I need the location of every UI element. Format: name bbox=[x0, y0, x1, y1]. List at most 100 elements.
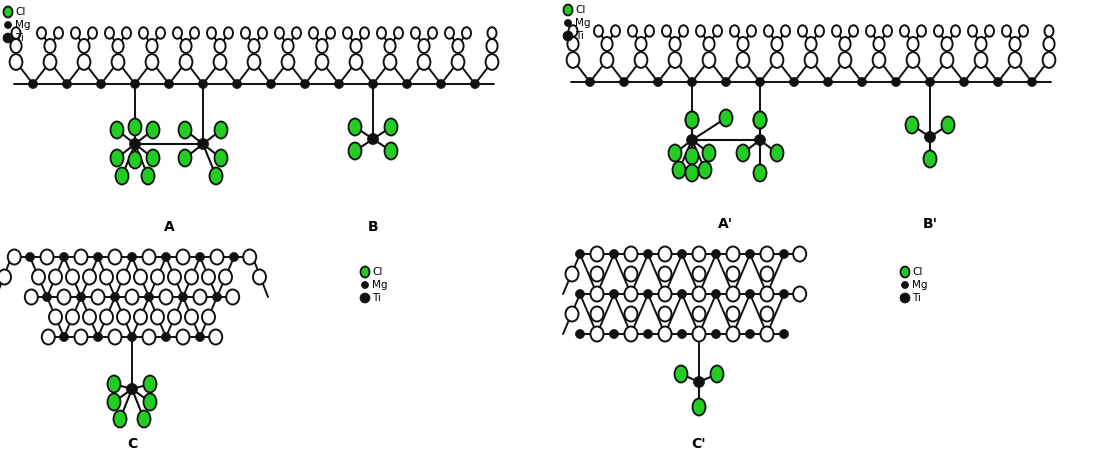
Circle shape bbox=[94, 253, 102, 261]
Ellipse shape bbox=[883, 25, 892, 37]
Ellipse shape bbox=[696, 25, 705, 37]
Circle shape bbox=[586, 77, 595, 86]
Ellipse shape bbox=[25, 289, 38, 304]
Circle shape bbox=[722, 77, 731, 86]
Ellipse shape bbox=[567, 37, 578, 51]
Circle shape bbox=[644, 329, 653, 338]
Ellipse shape bbox=[84, 310, 96, 325]
Ellipse shape bbox=[10, 54, 22, 70]
Circle shape bbox=[165, 79, 174, 89]
Ellipse shape bbox=[113, 39, 124, 53]
Ellipse shape bbox=[907, 52, 919, 68]
Circle shape bbox=[42, 293, 51, 302]
Ellipse shape bbox=[625, 287, 637, 302]
Circle shape bbox=[677, 329, 686, 338]
Ellipse shape bbox=[594, 25, 603, 37]
Ellipse shape bbox=[761, 287, 773, 302]
Ellipse shape bbox=[128, 118, 141, 135]
Circle shape bbox=[77, 293, 86, 302]
Ellipse shape bbox=[224, 27, 233, 39]
Circle shape bbox=[644, 289, 653, 298]
Ellipse shape bbox=[900, 267, 909, 278]
Ellipse shape bbox=[761, 327, 773, 342]
Circle shape bbox=[362, 281, 369, 288]
Ellipse shape bbox=[693, 267, 705, 281]
Ellipse shape bbox=[761, 306, 773, 321]
Circle shape bbox=[369, 79, 378, 89]
Ellipse shape bbox=[8, 250, 21, 264]
Text: Mg: Mg bbox=[912, 280, 928, 290]
Ellipse shape bbox=[873, 37, 885, 51]
Ellipse shape bbox=[832, 25, 841, 37]
Ellipse shape bbox=[214, 54, 226, 70]
Circle shape bbox=[127, 383, 137, 395]
Ellipse shape bbox=[662, 25, 671, 37]
Circle shape bbox=[745, 329, 754, 338]
Ellipse shape bbox=[975, 52, 987, 68]
Ellipse shape bbox=[951, 25, 960, 37]
Ellipse shape bbox=[703, 52, 715, 68]
Circle shape bbox=[195, 253, 205, 261]
Ellipse shape bbox=[685, 111, 698, 128]
Ellipse shape bbox=[781, 25, 790, 37]
Ellipse shape bbox=[107, 376, 120, 393]
Ellipse shape bbox=[11, 27, 20, 39]
Ellipse shape bbox=[350, 54, 362, 70]
Ellipse shape bbox=[214, 39, 226, 53]
Ellipse shape bbox=[173, 27, 182, 39]
Ellipse shape bbox=[117, 310, 130, 325]
Ellipse shape bbox=[49, 310, 62, 325]
Ellipse shape bbox=[726, 327, 740, 342]
Ellipse shape bbox=[924, 151, 937, 168]
Ellipse shape bbox=[147, 150, 159, 167]
Text: C: C bbox=[127, 437, 137, 451]
Ellipse shape bbox=[590, 246, 604, 261]
Text: Cl: Cl bbox=[14, 7, 26, 17]
Ellipse shape bbox=[602, 37, 613, 51]
Ellipse shape bbox=[141, 168, 155, 185]
Ellipse shape bbox=[209, 168, 223, 185]
Circle shape bbox=[3, 33, 13, 43]
Ellipse shape bbox=[146, 39, 157, 53]
Circle shape bbox=[780, 329, 789, 338]
Ellipse shape bbox=[673, 161, 685, 178]
Ellipse shape bbox=[243, 250, 256, 264]
Text: Cl: Cl bbox=[912, 267, 922, 277]
Ellipse shape bbox=[315, 54, 329, 70]
Circle shape bbox=[127, 332, 137, 342]
Circle shape bbox=[198, 79, 207, 89]
Ellipse shape bbox=[126, 289, 138, 304]
Circle shape bbox=[609, 329, 618, 338]
Ellipse shape bbox=[123, 27, 131, 39]
Ellipse shape bbox=[207, 27, 216, 39]
Ellipse shape bbox=[383, 54, 397, 70]
Ellipse shape bbox=[693, 398, 705, 415]
Text: Mg: Mg bbox=[372, 280, 388, 290]
Circle shape bbox=[437, 79, 446, 89]
Ellipse shape bbox=[178, 121, 192, 138]
Circle shape bbox=[301, 79, 310, 89]
Ellipse shape bbox=[726, 267, 740, 281]
Ellipse shape bbox=[78, 54, 90, 70]
Ellipse shape bbox=[377, 27, 385, 39]
Ellipse shape bbox=[144, 394, 156, 411]
Ellipse shape bbox=[3, 7, 12, 17]
Text: A': A' bbox=[719, 217, 733, 231]
Ellipse shape bbox=[418, 54, 430, 70]
Ellipse shape bbox=[730, 25, 739, 37]
Ellipse shape bbox=[1044, 37, 1055, 51]
Ellipse shape bbox=[384, 39, 395, 53]
Ellipse shape bbox=[452, 39, 463, 53]
Ellipse shape bbox=[906, 117, 919, 134]
Ellipse shape bbox=[839, 52, 851, 68]
Ellipse shape bbox=[840, 37, 851, 51]
Circle shape bbox=[858, 77, 867, 86]
Circle shape bbox=[233, 79, 242, 89]
Ellipse shape bbox=[753, 111, 766, 128]
Circle shape bbox=[470, 79, 479, 89]
Ellipse shape bbox=[658, 267, 672, 281]
Ellipse shape bbox=[600, 52, 614, 68]
Circle shape bbox=[162, 332, 170, 342]
Ellipse shape bbox=[0, 270, 11, 285]
Ellipse shape bbox=[194, 289, 206, 304]
